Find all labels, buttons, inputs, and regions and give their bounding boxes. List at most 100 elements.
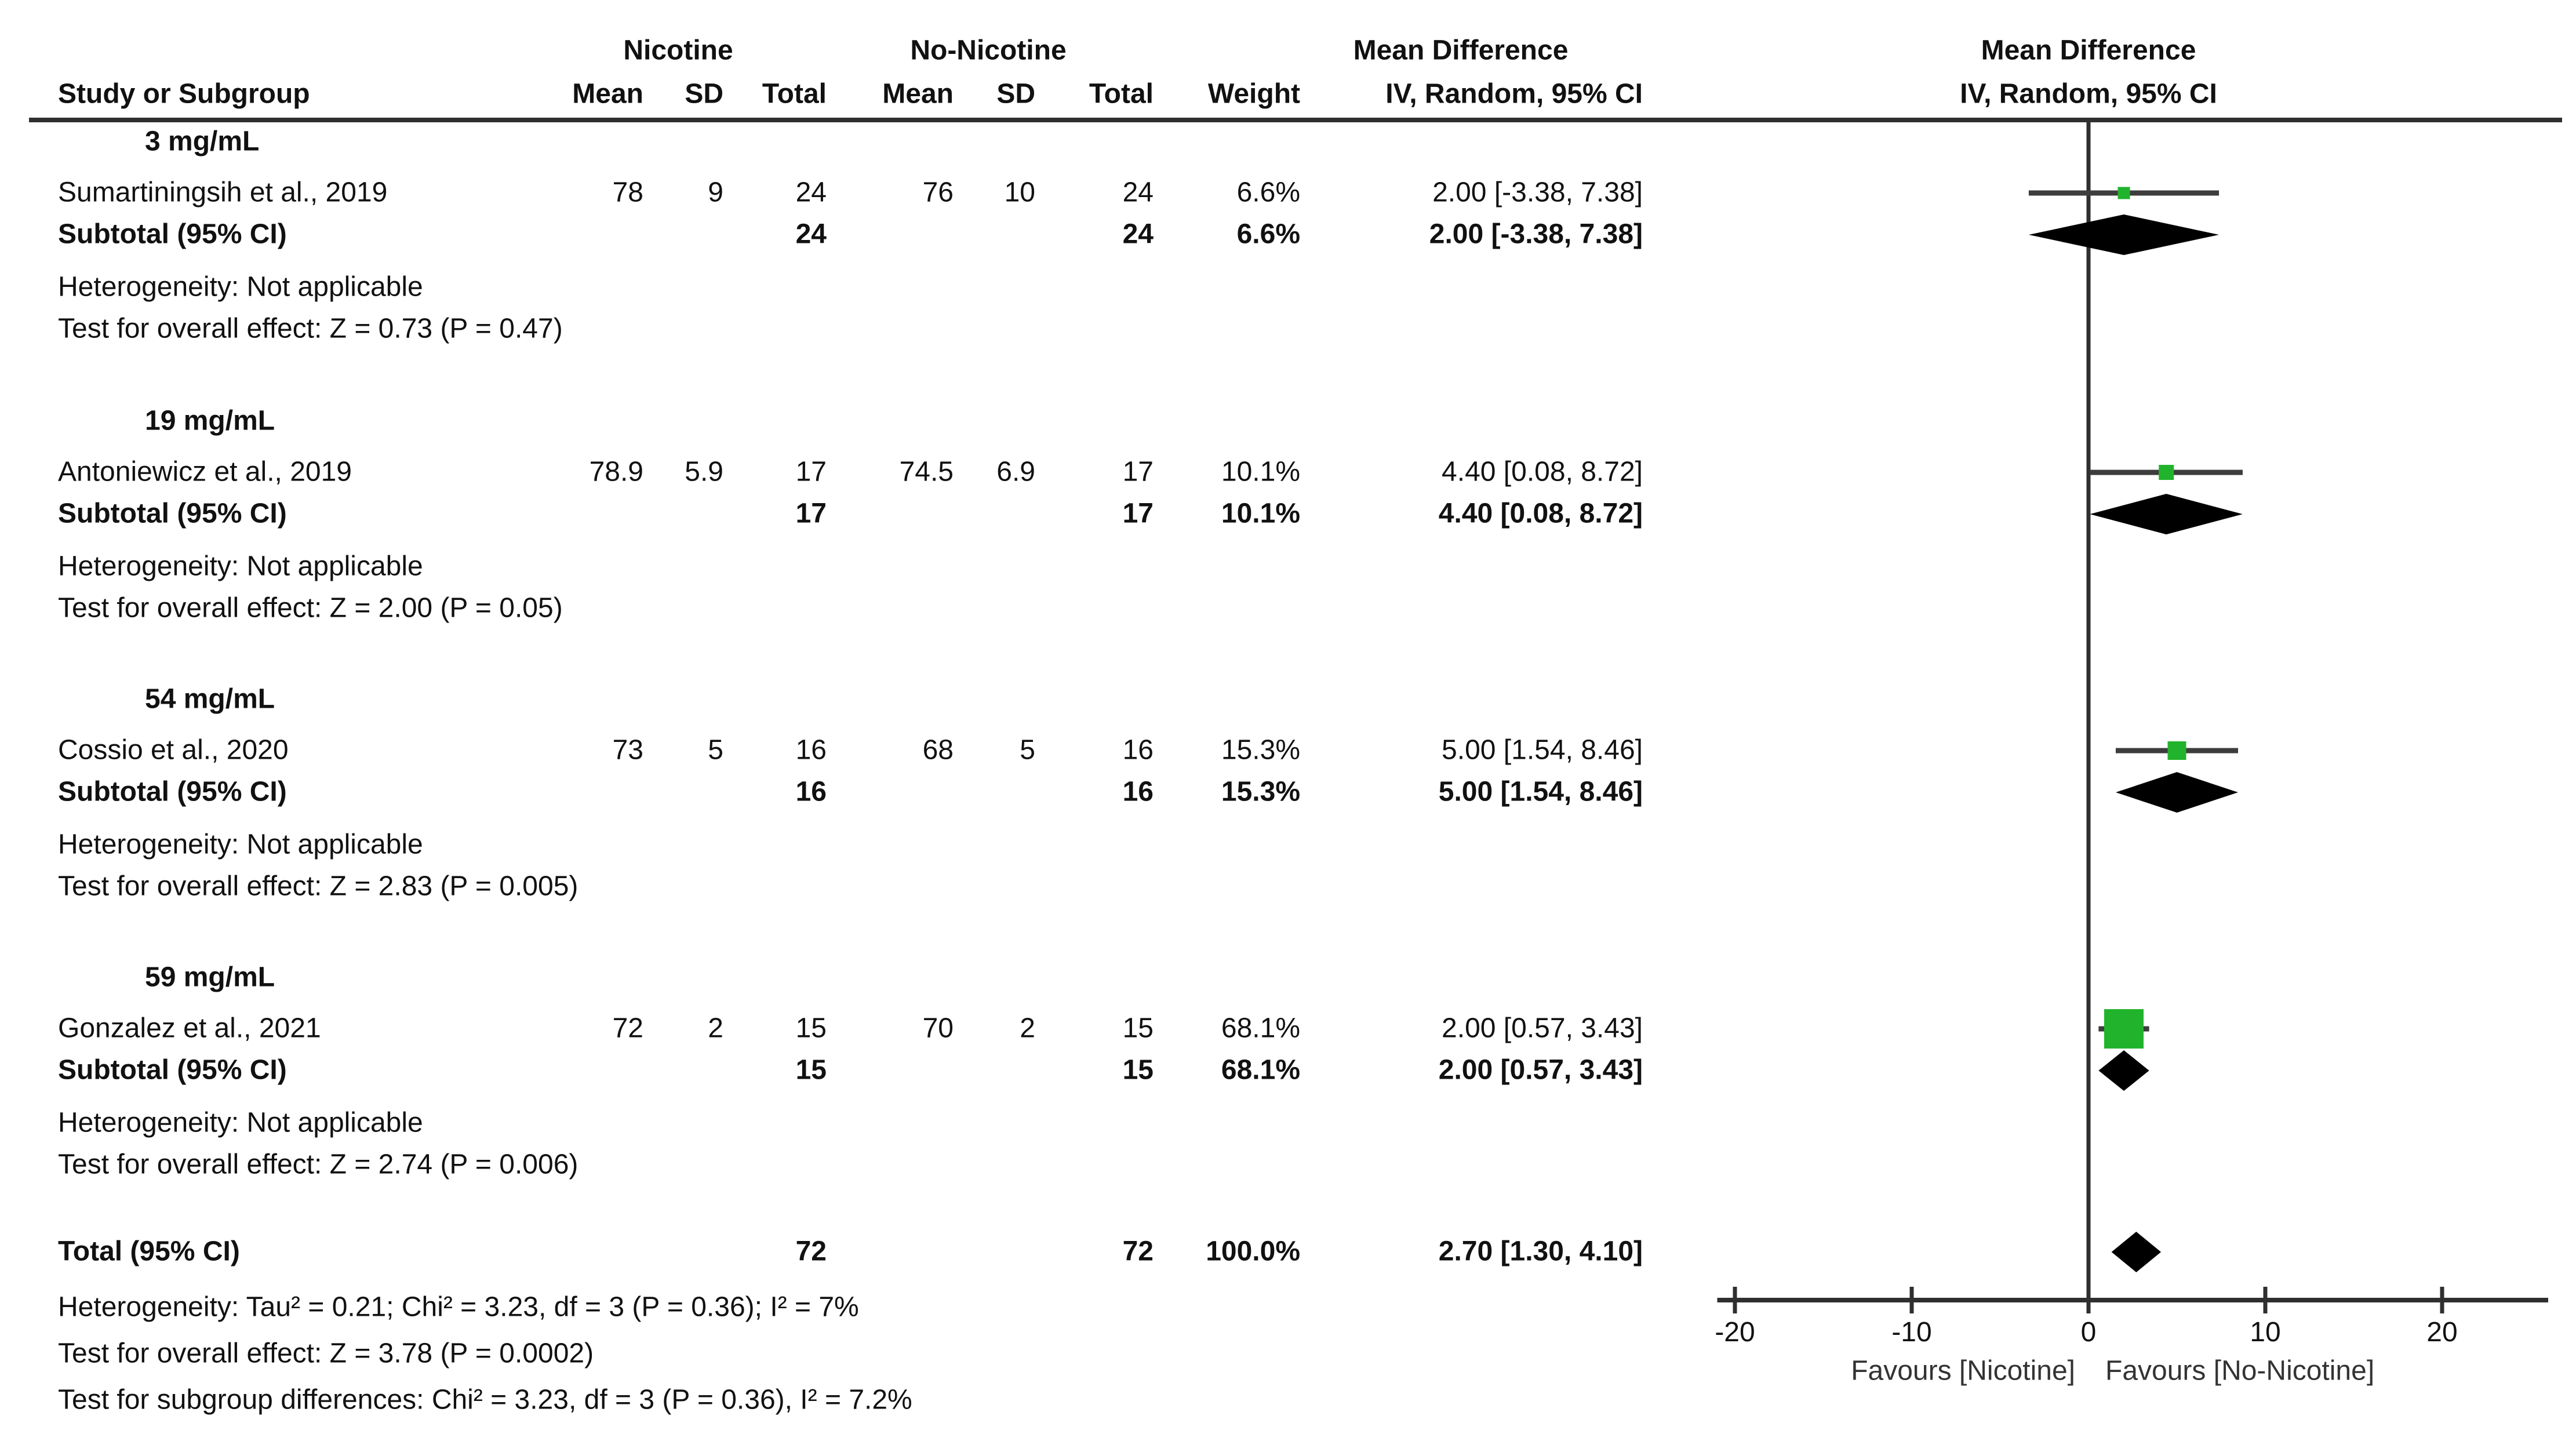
study-no-nicotine-total: 24 (1122, 177, 1154, 208)
subtotal-nicotine-total: 24 (795, 219, 827, 250)
subtotal-label: Subtotal (95% CI) (58, 1054, 287, 1086)
x-tick-label: 10 (2250, 1317, 2280, 1348)
study-nicotine-sd: 5.9 (685, 456, 723, 487)
subtotal-label: Subtotal (95% CI) (58, 776, 287, 807)
study-nicotine-mean: 78 (612, 177, 643, 208)
subtotal-no-nicotine-total: 15 (1122, 1054, 1154, 1086)
subgroup-label: 54 mg/mL (145, 683, 275, 715)
study-no-nicotine-sd: 10 (1004, 177, 1035, 208)
total-overall-effect-text: Test for overall effect: Z = 3.78 (P = 0… (58, 1338, 594, 1369)
study-name: Cossio et al., 2020 (58, 734, 289, 766)
study-name: Sumartiningsih et al., 2019 (58, 177, 388, 208)
total-label: Total (95% CI) (58, 1236, 240, 1267)
subgroup-label: 19 mg/mL (145, 405, 275, 436)
study-no-nicotine-sd: 2 (1020, 1013, 1035, 1044)
overall-effect-text: Test for overall effect: Z = 0.73 (P = 0… (58, 313, 563, 344)
column-header-mean-2: Mean (882, 78, 954, 110)
study-no-nicotine-mean: 70 (922, 1013, 954, 1044)
study-name: Antoniewicz et al., 2019 (58, 456, 352, 487)
study-point-square (2167, 741, 2186, 760)
subtotal-weight: 10.1% (1221, 498, 1300, 529)
column-header-sd-2: SD (996, 78, 1035, 110)
x-tick-label: 20 (2426, 1317, 2457, 1348)
column-group-no-nicotine: No-Nicotine (910, 35, 1067, 66)
total-ci-text: 2.70 [1.30, 4.10] (1438, 1236, 1643, 1267)
subtotal-ci-text: 5.00 [1.54, 8.46] (1438, 776, 1643, 807)
study-nicotine-sd: 9 (708, 177, 723, 208)
column-header-total-2: Total (1089, 78, 1154, 110)
study-weight: 10.1% (1221, 456, 1300, 487)
column-header-sd-1: SD (685, 78, 723, 110)
study-point-square (2159, 465, 2174, 480)
subtotal-no-nicotine-total: 16 (1122, 776, 1154, 807)
subtotal-ci-text: 2.00 [-3.38, 7.38] (1429, 219, 1643, 250)
study-no-nicotine-total: 16 (1122, 734, 1154, 766)
heterogeneity-text: Heterogeneity: Not applicable (58, 1107, 423, 1138)
subtotal-ci-text: 2.00 [0.57, 3.43] (1438, 1054, 1643, 1086)
column-header-study: Study or Subgroup (58, 78, 310, 110)
subtotal-diamond (2098, 1050, 2149, 1091)
subtotal-diamond (2115, 772, 2239, 813)
study-name: Gonzalez et al., 2021 (58, 1013, 321, 1044)
heterogeneity-text: Heterogeneity: Not applicable (58, 829, 423, 860)
heterogeneity-text: Heterogeneity: Not applicable (58, 271, 423, 303)
total-no-nicotine-total: 72 (1122, 1236, 1154, 1267)
subtotal-no-nicotine-total: 17 (1122, 498, 1154, 529)
total-nicotine-total: 72 (795, 1236, 827, 1267)
subtotal-label: Subtotal (95% CI) (58, 219, 287, 250)
favours-left-label: Favours [Nicotine] (1851, 1355, 2075, 1386)
study-point-square (2117, 187, 2130, 199)
subtotal-ci-text: 4.40 [0.08, 8.72] (1438, 498, 1643, 529)
study-no-nicotine-mean: 76 (922, 177, 954, 208)
total-weight: 100.0% (1206, 1236, 1300, 1267)
study-no-nicotine-total: 15 (1122, 1013, 1154, 1044)
subtotal-weight: 68.1% (1221, 1054, 1300, 1086)
study-no-nicotine-sd: 5 (1020, 734, 1035, 766)
plot-subtitle-iv-ci: IV, Random, 95% CI (1960, 78, 2217, 110)
subtotal-label: Subtotal (95% CI) (58, 498, 287, 529)
column-header-weight: Weight (1207, 78, 1300, 110)
plot-title-mean-difference: Mean Difference (1981, 35, 2196, 66)
x-tick-label: 0 (2081, 1317, 2097, 1348)
study-no-nicotine-sd: 6.9 (996, 456, 1035, 487)
subgroup-differences-text: Test for subgroup differences: Chi² = 3.… (58, 1384, 912, 1415)
column-header-iv-ci: IV, Random, 95% CI (1385, 78, 1643, 110)
study-nicotine-total: 16 (795, 734, 827, 766)
header-rule (29, 118, 2562, 122)
x-tick-label: -10 (1891, 1317, 1931, 1348)
x-tick-label: -20 (1715, 1317, 1755, 1348)
heterogeneity-text: Heterogeneity: Not applicable (58, 551, 423, 582)
column-group-nicotine: Nicotine (623, 35, 733, 66)
study-point-square (2104, 1009, 2144, 1049)
study-nicotine-total: 15 (795, 1013, 827, 1044)
subtotal-nicotine-total: 17 (795, 498, 827, 529)
subtotal-weight: 15.3% (1221, 776, 1300, 807)
study-nicotine-sd: 5 (708, 734, 723, 766)
study-weight: 15.3% (1221, 734, 1300, 766)
study-ci-text: 2.00 [0.57, 3.43] (1442, 1013, 1643, 1044)
study-ci-text: 2.00 [-3.38, 7.38] (1432, 177, 1643, 208)
subgroup-label: 3 mg/mL (145, 126, 260, 157)
study-no-nicotine-mean: 74.5 (899, 456, 954, 487)
study-no-nicotine-total: 17 (1122, 456, 1154, 487)
study-no-nicotine-mean: 68 (922, 734, 954, 766)
study-weight: 6.6% (1236, 177, 1300, 208)
total-diamond (2111, 1232, 2162, 1272)
study-nicotine-total: 17 (795, 456, 827, 487)
overall-effect-text: Test for overall effect: Z = 2.83 (P = 0… (58, 871, 578, 902)
study-nicotine-mean: 73 (612, 734, 643, 766)
study-ci-text: 4.40 [0.08, 8.72] (1442, 456, 1643, 487)
subtotal-diamond (2090, 494, 2243, 534)
subtotal-no-nicotine-total: 24 (1122, 219, 1154, 250)
subtotal-nicotine-total: 15 (795, 1054, 827, 1086)
overall-effect-text: Test for overall effect: Z = 2.00 (P = 0… (58, 592, 563, 624)
study-nicotine-mean: 72 (612, 1013, 643, 1044)
study-weight: 68.1% (1221, 1013, 1300, 1044)
study-nicotine-total: 24 (795, 177, 827, 208)
study-nicotine-mean: 78.9 (589, 456, 643, 487)
column-header-total-1: Total (762, 78, 827, 110)
total-heterogeneity-text: Heterogeneity: Tau² = 0.21; Chi² = 3.23,… (58, 1291, 859, 1323)
study-ci-text: 5.00 [1.54, 8.46] (1442, 734, 1643, 766)
